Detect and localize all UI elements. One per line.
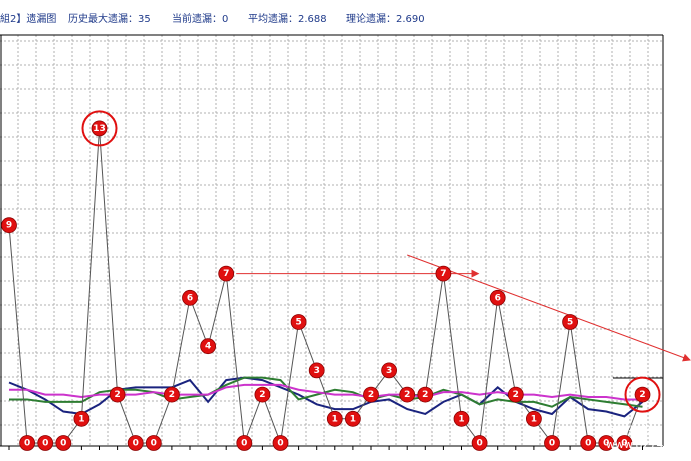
miss-ball-value: 2	[169, 390, 175, 400]
watermark: 大赢家彩讯 www.8274396	[606, 423, 684, 451]
miss-ball-value: 0	[603, 439, 609, 449]
miss-ball	[598, 435, 615, 451]
miss-ball-value: 0	[24, 439, 30, 449]
miss-ball-value: 2	[368, 390, 374, 400]
miss-ball-value: 5	[295, 318, 301, 328]
miss-ball	[218, 265, 235, 282]
miss-ball	[145, 435, 162, 451]
miss-ball	[399, 386, 416, 403]
miss-ball-value: 3	[314, 366, 320, 376]
miss-ball	[37, 435, 54, 451]
miss-ball	[254, 386, 271, 403]
miss-ball-value: 7	[223, 269, 229, 279]
miss-ball-value: 0	[476, 439, 482, 449]
descending-arrow	[407, 254, 691, 362]
miss-ball-value: 0	[133, 439, 139, 449]
miss-ball-value: 0	[42, 439, 48, 449]
miss-ball-value: 6	[187, 293, 193, 303]
miss-ball	[363, 386, 379, 403]
miss-ball-value: 6	[495, 293, 501, 303]
miss-ball	[200, 338, 217, 355]
max-miss-label: 历史最大遗漏：35	[68, 14, 151, 25]
miss-ball	[182, 289, 198, 306]
miss-ball	[526, 410, 542, 427]
chart-grid	[0, 35, 663, 446]
miss-ball	[73, 410, 90, 427]
miss-ball	[381, 362, 398, 379]
miss-ball-value: 2	[639, 390, 645, 400]
miss-ball-value: 0	[585, 439, 591, 449]
miss-ball-value: 1	[458, 414, 464, 424]
miss-ball	[326, 410, 343, 427]
highlight-ring	[624, 376, 661, 413]
watermark-line1: 大赢家彩讯	[606, 423, 661, 437]
miss-ball	[616, 435, 633, 451]
miss-ball	[417, 386, 434, 403]
miss-ball-value: 2	[404, 390, 410, 400]
avg-miss-label: 平均遗漏：2.688	[248, 14, 327, 25]
miss-ball-value: 0	[549, 439, 555, 449]
theory-miss-label: 理论遗漏：2.690	[346, 14, 425, 25]
miss-ball-value: 2	[422, 390, 428, 400]
miss-ball-value: 0	[241, 439, 247, 449]
average-line-2	[9, 376, 643, 408]
miss-ball	[344, 410, 361, 427]
miss-ball-value: 9	[6, 221, 12, 231]
miss-ball-value: 7	[440, 269, 446, 279]
miss-ball-value: 0	[60, 439, 66, 449]
miss-ball-value: 1	[531, 414, 537, 424]
miss-ball	[1, 217, 17, 234]
miss-ball-value: 2	[513, 390, 519, 400]
miss-ball	[127, 435, 144, 451]
miss-ball	[19, 435, 36, 451]
miss-ball	[272, 435, 289, 451]
miss-ball	[308, 362, 325, 379]
miss-ball	[91, 120, 108, 137]
miss-ball-value: 1	[350, 414, 356, 424]
miss-ball	[634, 386, 651, 403]
miss-ball	[163, 386, 180, 403]
miss-ball	[435, 265, 452, 282]
miss-ball-value: 2	[114, 390, 120, 400]
miss-ball-value: 13	[93, 124, 106, 134]
miss-ball	[471, 435, 488, 451]
miss-ball-value: 0	[151, 439, 157, 449]
watermark-line2: www.8274396	[606, 438, 684, 451]
miss-ball	[453, 410, 470, 427]
miss-ball-value: 5	[567, 318, 573, 328]
miss-ball-value: 1	[78, 414, 84, 424]
miss-ball-value: 2	[259, 390, 265, 400]
chart-title: 組2】遗漏图	[0, 14, 57, 25]
miss-ball	[580, 435, 597, 451]
miss-ball	[55, 435, 72, 451]
miss-ball-value: 1	[332, 414, 338, 424]
miss-ball	[544, 435, 560, 451]
trend-arrows	[236, 254, 691, 362]
miss-ball-value: 0	[621, 439, 627, 449]
miss-ball	[507, 386, 524, 403]
chart-header: 組2】遗漏图 历史最大遗漏：35 当前遗漏：0 平均遗漏：2.688 理论遗漏：…	[0, 0, 691, 30]
miss-ball-value: 4	[205, 342, 211, 352]
miss-ball	[290, 314, 307, 330]
miss-ball-value: 3	[386, 366, 392, 376]
chart-axes	[0, 34, 664, 450]
moving-average-lines	[8, 376, 644, 418]
miss-ball-value: 0	[277, 439, 283, 449]
miss-ball	[489, 289, 506, 306]
miss-ball	[236, 435, 253, 451]
miss-ball	[562, 314, 578, 330]
miss-ball	[109, 386, 126, 403]
highlight-ring	[81, 110, 118, 147]
current-miss-label: 当前遗漏：0	[172, 14, 229, 25]
